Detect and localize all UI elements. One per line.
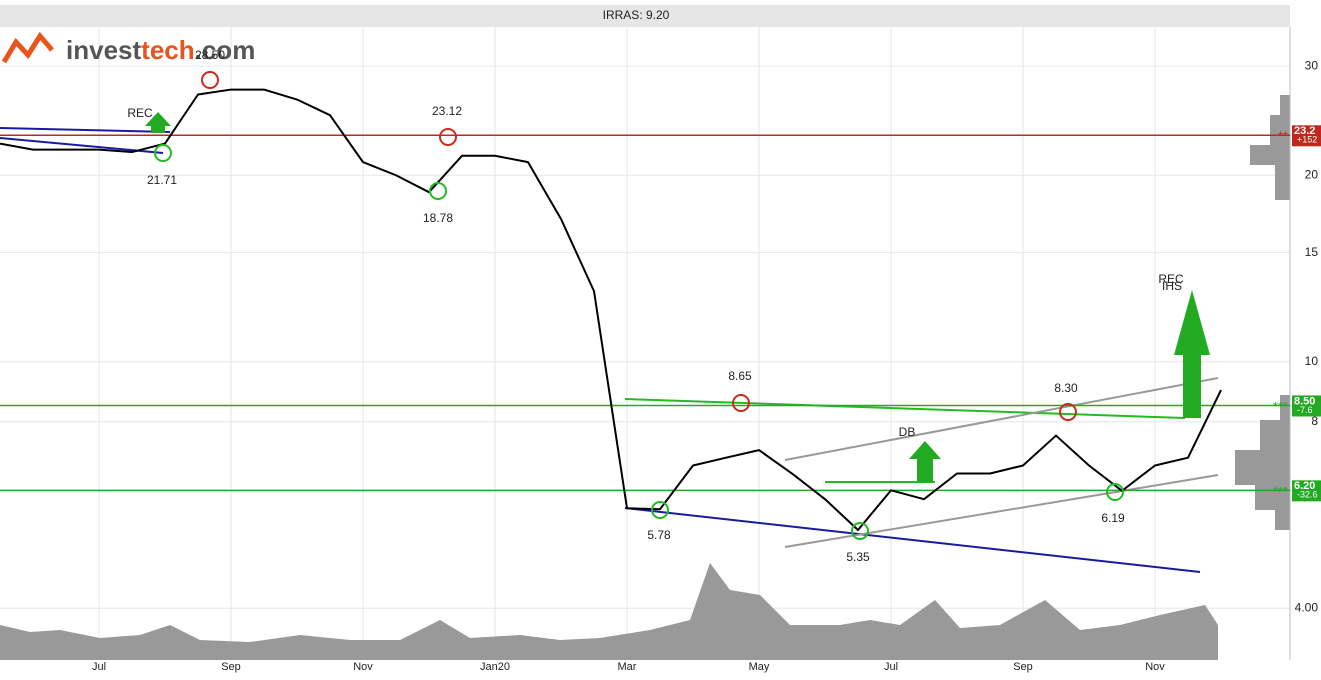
y-tick-label: 30 [1305,58,1319,72]
level-label: 6.20 [1294,480,1315,492]
pivot-circle [439,128,457,146]
volume-profile [1235,95,1290,530]
price-annotation: 8.65 [728,369,752,383]
signal-label: IHS [1162,279,1182,293]
price-annotation: 5.78 [647,528,671,542]
y-tick-label: 10 [1305,354,1319,368]
pivot-circle [1059,403,1077,421]
logo-text: investtech.com [66,35,255,65]
title-bar [0,5,1290,27]
level-box [1292,125,1321,147]
price-annotation: 23.12 [432,104,462,118]
x-tick-label: Nov [1145,661,1165,673]
signal-arrow [909,441,941,482]
level-change: +152 [1297,135,1317,145]
level-label: 23.2 [1294,125,1315,137]
volume-area [0,563,1218,660]
channel-line [784,377,1219,461]
signal-label: DB [899,425,916,439]
logo-part: tech [141,35,194,65]
y-tick-label: 20 [1305,167,1319,181]
y-tick-label: 8 [1311,414,1318,428]
level-box [1292,480,1321,502]
trend-line [0,127,171,133]
x-tick-label: Sep [1013,661,1033,673]
level-change: -7.6 [1297,405,1313,415]
signal-arrow [1174,290,1210,418]
logo-mark [1,31,54,64]
x-tick-label: Mar [618,661,637,673]
y-tick-label: 4.00 [1295,600,1319,614]
price-annotation: 28.50 [195,48,225,62]
neckline [624,398,1186,419]
x-tick-label: Sep [221,661,241,673]
pivot-circle [851,522,869,540]
price-annotation: 8.30 [1054,381,1078,395]
pivot-circle [201,71,219,89]
trend-line [624,507,1201,573]
level-stars: ** [1278,129,1288,144]
signal-arrow [145,112,171,133]
pivot-circle [1106,483,1124,501]
x-tick-label: May [749,661,770,673]
level-stars: *** [1273,484,1288,499]
level-change: -32.6 [1297,490,1318,500]
pivot-circle [154,144,172,162]
pivot-circle [732,394,750,412]
price-line [0,88,1222,532]
grid [0,27,1290,660]
y-tick-label: 15 [1305,245,1319,259]
price-annotation: 6.19 [1101,511,1125,525]
x-tick-label: Jul [884,661,898,673]
logo: investtech.com [1,31,255,65]
x-tick-label: Nov [353,661,373,673]
pivot-circle [429,182,447,200]
pivot-circle [651,501,669,519]
level-label: 8.50 [1294,395,1315,407]
logo-part: .com [195,35,256,65]
logo-part: invest [66,35,141,65]
x-tick-label: Jan20 [480,661,510,673]
signal-label: REC [1158,272,1184,286]
level-box [1292,395,1321,417]
x-tick-label: Jul [92,661,106,673]
chart-title: IRRAS: 9.20 [603,8,670,22]
price-annotation: 5.35 [846,550,870,564]
signal-label: REC [127,106,153,120]
price-annotation: 18.78 [423,211,453,225]
level-stars: *** [1273,399,1288,414]
price-annotation: 21.71 [147,173,177,187]
channel-line [784,474,1219,548]
